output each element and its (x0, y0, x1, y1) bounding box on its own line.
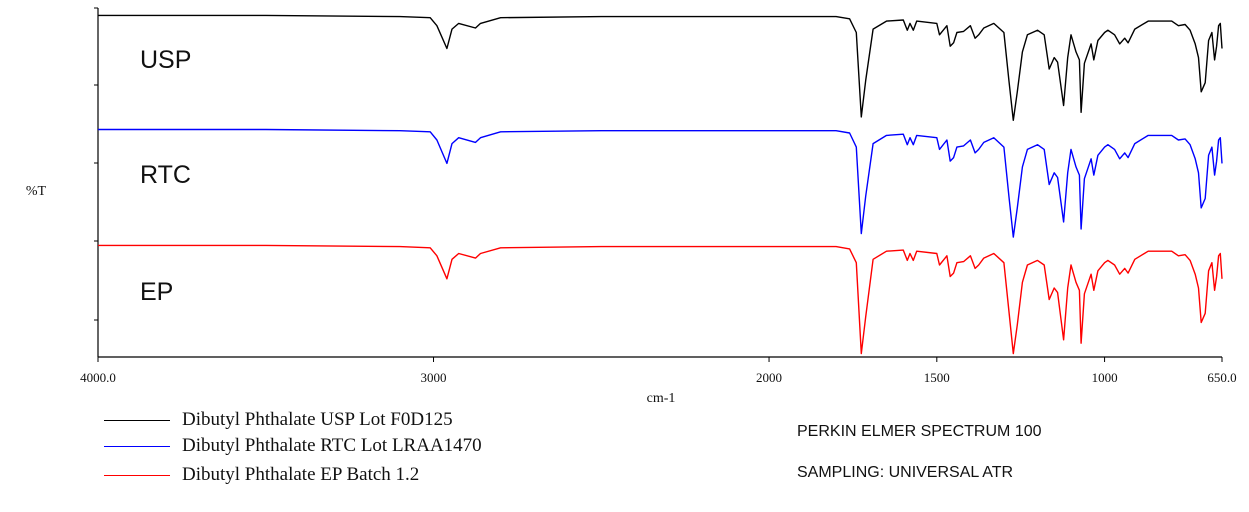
legend-swatch (104, 419, 170, 421)
x-tick-label: 650.0 (1207, 370, 1236, 385)
legend-item: Dibutyl Phthalate RTC Lot LRAA1470 (104, 435, 482, 457)
legend-item: Dibutyl Phthalate USP Lot F0D125 (104, 409, 453, 431)
y-axis-label: %T (26, 184, 47, 199)
legend-item: Dibutyl Phthalate EP Batch 1.2 (104, 464, 419, 486)
x-axis-label: cm-1 (647, 391, 676, 406)
legend-swatch (104, 445, 170, 447)
legend-label: Dibutyl Phthalate EP Batch 1.2 (182, 464, 420, 485)
spectrum-line-ep (98, 244, 1223, 355)
x-tick-label: 2000 (756, 370, 782, 385)
chart-series-layer: USP RTC EP (98, 14, 1223, 355)
x-tick-label: 1000 (1092, 370, 1118, 385)
legend-label: Dibutyl Phthalate RTC Lot LRAA1470 (182, 435, 482, 456)
spectrum-line-rtc (98, 128, 1223, 238)
x-tick-label: 3000 (421, 370, 447, 385)
chart-tick-layer: 4000.0 3000 2000 1500 1000 650.0 (80, 357, 1237, 385)
x-tick-label: 1500 (924, 370, 950, 385)
trace-label-rtc: RTC (140, 161, 191, 189)
trace-label-usp: USP (140, 46, 191, 74)
instrument-model-label: PERKIN ELMER SPECTRUM 100 (797, 423, 1042, 440)
legend-swatch (104, 474, 170, 476)
spectrum-line-usp (98, 14, 1223, 122)
sampling-method-label: SAMPLING: UNIVERSAL ATR (797, 464, 1014, 481)
trace-label-ep: EP (140, 278, 173, 306)
x-tick-label: 4000.0 (80, 370, 116, 385)
chart-axes (94, 7, 1222, 358)
legend-label: Dibutyl Phthalate USP Lot F0D125 (182, 409, 453, 430)
